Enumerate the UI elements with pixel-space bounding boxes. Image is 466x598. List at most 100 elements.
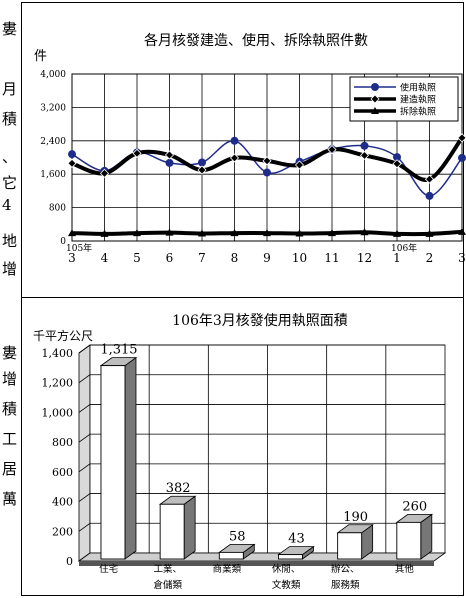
gridline-side [78,522,91,532]
bar [396,521,422,560]
y-tick-label: 800 [49,204,66,214]
series-point [198,229,206,237]
year-label: 106年 [391,242,417,254]
series-point [424,174,435,184]
side-text-char: 、 [2,148,18,166]
bar [337,532,363,560]
bar-value-label: 190 [343,510,368,525]
series-point [458,227,466,235]
series-point [327,145,337,155]
y-tick-label: 800 [52,436,73,449]
gridline-side [78,463,91,473]
x-category-label: 服務類 [331,579,360,591]
side-text-char: 4 [2,196,12,214]
x-category-label: 辦公、 [331,563,360,575]
y-tick-label: 2,400 [40,137,66,147]
gridline-side [78,344,91,354]
y-tick-label: 0 [66,555,73,568]
gridline-side [78,374,91,384]
floor [77,552,447,562]
y-tick-label: 1,400 [42,347,74,360]
series-point [393,229,401,237]
x-tick-label: 5 [133,251,141,265]
side-text-char: 婁 [2,344,18,362]
side-text-char: 萬 [2,490,18,508]
y-tick-label: 3,200 [40,103,66,113]
y-tick-label: 1,000 [42,406,74,419]
y-tick-label: 4,000 [40,70,66,80]
series-point [392,159,402,169]
side-text-char: 月 [2,80,18,98]
gridline-side [78,404,91,413]
series-point [132,148,142,158]
y-tick-label: 1,200 [42,377,74,390]
series-point [165,228,174,236]
series-point [68,229,76,237]
x-category-label: 工業、 [153,563,182,575]
series-point [263,168,271,177]
side-text-strip: 婁月積、它 4 地增婁增積工居萬 [0,0,20,598]
series-point [100,229,109,237]
series-point [371,107,379,114]
y-tick-label: 1,600 [40,170,66,180]
y-tick-label: 600 [52,466,73,479]
series-point [165,158,174,167]
x-tick-label: 10 [292,251,307,265]
side-text-char: 居 [2,460,18,478]
series-point [393,153,401,162]
line-chart-title: 各月核發建造、使用、拆除執照件數 [144,32,368,49]
series-point [198,158,206,167]
y-axis-unit: 千平方公尺 [33,328,93,343]
x-tick-label: 8 [231,251,239,265]
panel-divider [21,297,464,298]
series-point [360,228,369,236]
x-category-label: 其他 [395,563,415,575]
y-axis-unit: 件 [34,49,47,64]
series-point [360,141,369,150]
series-point [457,133,466,143]
year-label: 105年 [66,242,92,254]
x-tick-label: 1 [393,251,401,265]
bar [218,551,244,560]
side-text-char: 婁 [2,20,18,38]
side-text-char: 增 [2,260,18,278]
series-point [67,158,77,168]
series-point [294,160,305,170]
bar-value-label: 58 [229,529,246,544]
legend-label: 建造執照 [400,94,436,106]
bar-value-label: 43 [288,532,305,547]
series-point [230,229,239,237]
side-text-char: 它 [2,174,18,192]
side-text-char: 積 [2,110,18,128]
y-tick-label: 200 [52,525,73,538]
legend-label: 拆除執照 [400,106,436,118]
x-tick-label: 3 [458,251,466,265]
bar [100,365,126,560]
x-tick-label: 11 [324,251,339,265]
side-wall [78,344,91,562]
x-tick-label: 7 [198,251,206,265]
y-tick-label: 0 [60,237,66,247]
series-point [197,165,207,175]
x-tick-label: 3 [68,251,76,265]
series-point [458,153,466,162]
side-text-char: 積 [2,400,18,418]
x-tick-label: 6 [166,251,174,265]
bar-side [124,356,137,560]
series-point [229,153,240,163]
series-point [371,83,379,91]
figure-panel [21,2,464,596]
bar [159,503,185,560]
x-category-label: 商業類 [213,563,242,575]
x-category-label: 住宅 [99,563,118,575]
x-tick-label: 9 [263,251,271,265]
x-tick-label: 12 [357,251,372,265]
series-point [295,229,304,237]
gridline-side [78,433,91,443]
floor-edge [79,561,434,566]
bar [278,554,303,560]
series-point [164,150,175,160]
